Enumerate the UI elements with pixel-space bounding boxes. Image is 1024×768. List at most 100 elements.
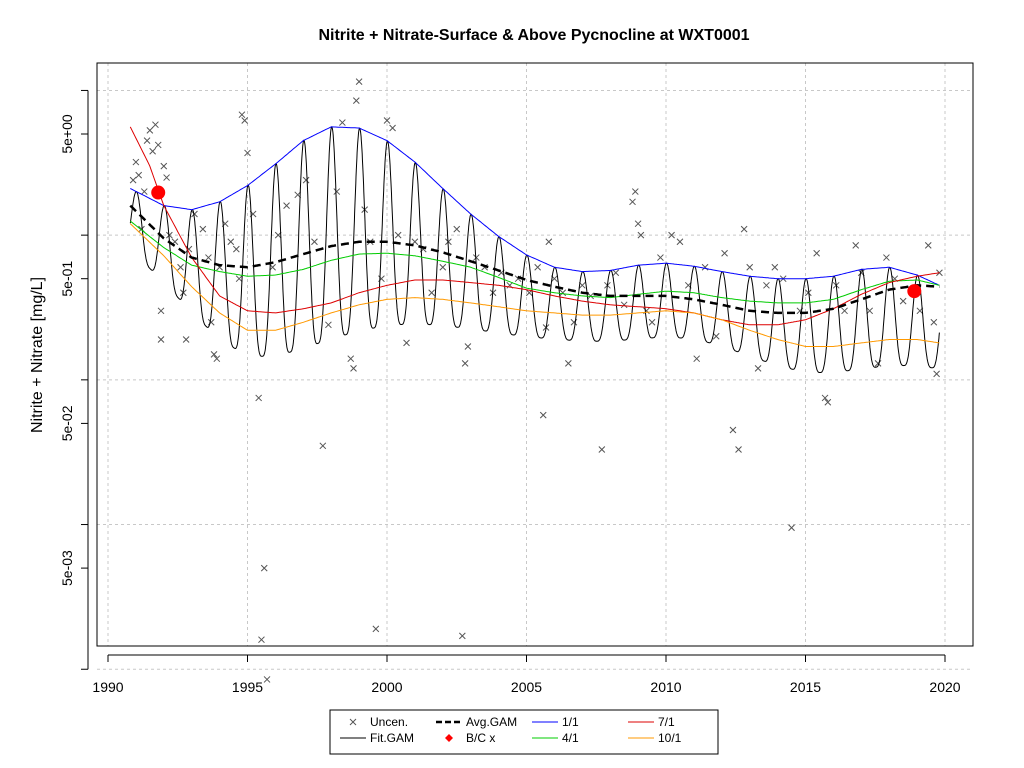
observation-point: [657, 254, 664, 261]
observation-point: [154, 141, 162, 149]
y-axis-label: Nitrite + Nitrate [mg/L]: [29, 277, 46, 433]
x-tick-label: 2000: [371, 679, 402, 695]
observation-point: [620, 301, 628, 309]
grid: [97, 63, 973, 670]
observation-point: [260, 564, 268, 572]
observation-point: [771, 263, 779, 271]
observation-point: [693, 355, 701, 363]
y-axis: 5e-03 5e-02 5e-01 5e+00: [59, 89, 89, 670]
observation-point: [598, 446, 606, 453]
observation-point: [559, 289, 567, 297]
observation-point: [788, 524, 795, 532]
observation-point: [924, 242, 932, 249]
observation-point: [255, 394, 263, 402]
legend-item: 1/1: [532, 715, 579, 729]
observation-point: [160, 162, 168, 170]
legend-swatch: [445, 734, 453, 742]
baseline-compare-point: [151, 185, 166, 200]
observation-point: [439, 263, 447, 271]
fit-gam-layer: [129, 126, 940, 373]
observation-point: [163, 174, 170, 181]
observation-point: [403, 339, 410, 347]
baseline-compare-point: [907, 284, 922, 299]
observation-point: [263, 676, 271, 683]
observation-point: [534, 263, 542, 271]
observation-point: [355, 78, 363, 86]
observation-point: [740, 225, 748, 233]
observation-point: [631, 188, 639, 195]
observation-point: [140, 188, 148, 195]
observation-point: [746, 263, 754, 271]
observation-point: [149, 147, 156, 155]
observation-point: [132, 158, 140, 166]
observation-point: [874, 359, 882, 367]
observation-point: [883, 254, 890, 261]
legend-label: Avg.GAM: [466, 715, 517, 729]
observation-point: [852, 242, 860, 249]
legend-label: 7/1: [658, 715, 675, 729]
observation-point: [372, 625, 380, 633]
legend-label: Fit.GAM: [370, 731, 414, 745]
observation-point: [612, 269, 620, 277]
observation-point: [472, 254, 480, 261]
observation-point: [205, 254, 212, 261]
observation-point: [411, 238, 419, 246]
observation-point: [157, 336, 165, 343]
observation-point: [146, 126, 154, 134]
legend-item: 7/1: [628, 715, 675, 729]
observation-point: [311, 238, 318, 246]
observation-point: [866, 307, 874, 315]
observation-point: [389, 124, 396, 132]
observation-point: [227, 238, 235, 246]
x-axis: 1990 1995 2000 2005 2010 2015 2020: [92, 654, 961, 695]
observation-point: [824, 398, 832, 406]
observation-point: [258, 636, 265, 644]
avg-gam-line: [129, 204, 940, 315]
legend-label: 4/1: [562, 731, 579, 745]
observation-point: [899, 297, 907, 305]
observation-point: [545, 238, 553, 246]
observation-point: [319, 442, 327, 450]
series-line-1-1: [130, 126, 940, 286]
series-line-7-1: [129, 126, 940, 326]
observation-point: [383, 117, 391, 124]
observation-point: [721, 249, 728, 257]
observation-point: [763, 281, 770, 289]
legend-swatch: [349, 718, 357, 726]
observation-point: [325, 321, 332, 329]
observation-point: [347, 355, 355, 363]
chart-title: Nitrite + Nitrate-Surface & Above Pycnoc…: [318, 27, 749, 44]
legend-box: [329, 709, 719, 755]
observation-point: [841, 307, 848, 315]
observation-point: [754, 365, 762, 372]
observation-point: [821, 394, 829, 402]
legend-label: 1/1: [562, 715, 579, 729]
observation-point: [191, 210, 198, 218]
observation-point: [235, 275, 243, 283]
observation-point: [729, 426, 737, 434]
observation-point: [350, 365, 357, 372]
x-tick-label: 2010: [650, 679, 681, 695]
observation-point: [143, 137, 151, 144]
observation-point: [135, 171, 143, 179]
observation-point: [648, 318, 656, 326]
y-tick-label: 5e+00: [59, 114, 75, 154]
fit-gam-line: [129, 126, 940, 373]
observation-point: [735, 446, 742, 453]
observation-point: [394, 231, 402, 239]
observation-point: [238, 111, 246, 119]
legend-item: Fit.GAM: [340, 731, 414, 745]
y-tick-label: 5e-02: [59, 405, 75, 441]
observation-point: [458, 632, 466, 640]
seasonal-curves: [129, 126, 940, 347]
observation-point: [199, 225, 207, 233]
observation-point: [352, 97, 360, 105]
legend-item: 4/1: [532, 731, 579, 745]
observation-point: [182, 336, 190, 343]
observation-point: [152, 121, 159, 129]
legend-item: B/C x: [445, 731, 495, 745]
observation-point: [302, 176, 310, 184]
observation-point: [933, 370, 940, 378]
